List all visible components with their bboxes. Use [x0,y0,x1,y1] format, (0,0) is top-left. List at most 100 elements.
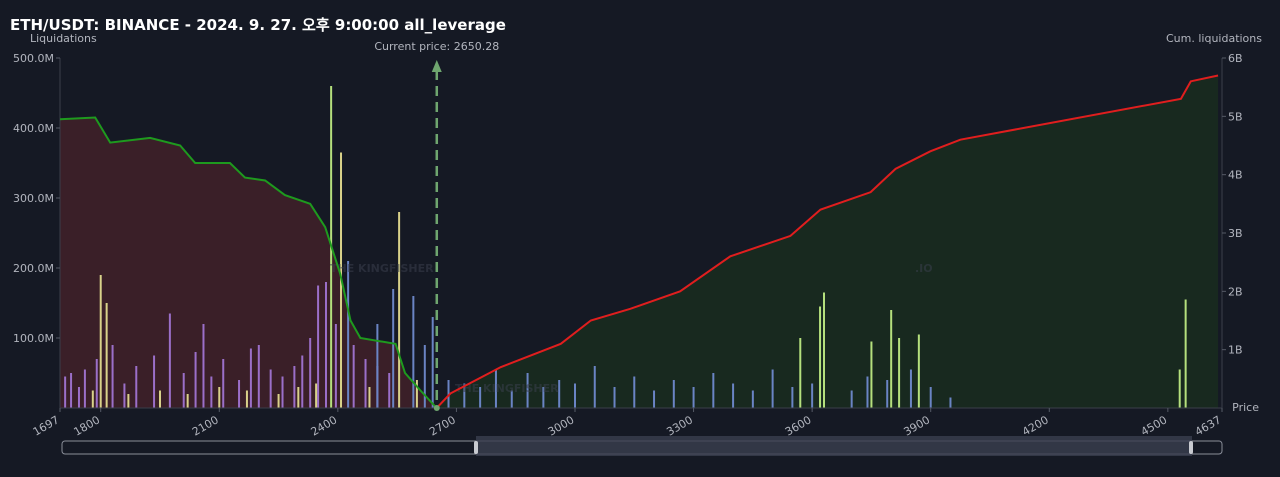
bar [633,376,636,408]
bar [186,394,189,408]
bar [83,369,86,408]
scrollbar[interactable] [61,436,1223,456]
y-tick-label: 200.0M [13,262,54,275]
bar [392,289,395,408]
y2-tick-label: 4B [1228,169,1243,182]
bar [949,397,952,408]
watermark: THE KINGFISHER [455,382,559,395]
bar [70,373,73,408]
x-tick-label: 2400 [309,413,340,438]
bar [352,345,355,408]
y2-tick-label: 5B [1228,110,1243,123]
bar [510,390,513,408]
bar [281,376,284,408]
bar [909,369,912,408]
y2-axis-label: Cum. liquidations [1166,32,1262,45]
bar [324,282,327,408]
current-price-arrow [431,60,442,72]
bar [866,376,869,408]
bar [890,310,893,408]
bar [653,390,656,408]
y-axis-label: Liquidations [30,32,97,45]
bar [111,345,114,408]
bar [870,341,873,408]
bar [850,390,853,408]
y2-tick-label: 6B [1228,52,1243,65]
bar [238,380,241,408]
y-tick-label: 100.0M [13,332,54,345]
bar [297,387,300,408]
bar [127,394,130,408]
x-axis-label: Price [1232,401,1259,414]
y2-tick-label: 3B [1228,227,1243,240]
bar [1178,369,1181,408]
x-tick-label: 3300 [664,413,695,438]
bar [751,390,754,408]
plot [60,75,1219,408]
scroll-handle[interactable] [1189,441,1193,454]
bar [334,324,337,408]
current-price-dot [433,405,440,411]
cumulative-area [436,75,1219,408]
y2-tick-label: 1B [1228,344,1243,357]
bar [168,313,171,408]
bar [182,373,185,408]
y-tick-label: 500.0M [13,52,54,65]
bar [672,380,675,408]
bar [415,380,418,408]
x-tick-label: 1800 [71,413,102,438]
x-tick-label: 4200 [1020,413,1051,438]
bar [593,366,596,408]
y-tick-label: 400.0M [13,122,54,135]
bar [791,387,794,408]
bar [412,296,415,408]
y2-tick-label: 2B [1228,285,1243,298]
scroll-window[interactable] [476,436,1192,456]
bar [463,383,466,408]
bar [431,317,434,408]
bar [99,275,102,408]
bar [542,387,545,408]
bar [249,348,252,408]
bar [613,387,616,408]
bar [317,285,320,408]
cumulative-line [59,116,438,409]
bar [269,369,272,408]
bar [301,355,304,408]
bar [315,383,318,408]
bar [811,383,814,408]
bar [526,373,529,408]
x-tick-label: 3900 [901,413,932,438]
bar [210,376,213,408]
bar [929,387,932,408]
bar [799,338,802,408]
scroll-handle[interactable] [474,441,478,454]
bar [64,376,67,408]
bar [202,324,205,408]
bar [494,369,497,408]
bar [77,387,80,408]
watermark: THE KINGFISHER [330,262,434,275]
bar [368,387,371,408]
bar [692,387,695,408]
bar [257,345,260,408]
bar [153,355,156,408]
x-tick-label: 4500 [1139,413,1170,438]
bar [447,380,450,408]
bar [158,390,161,408]
bar [423,345,426,408]
bar [95,359,98,408]
bar [376,324,379,408]
bar [245,390,248,408]
cumulative-line [435,74,1219,409]
x-tick-label: 2700 [427,413,458,438]
bar [293,366,296,408]
y-tick-label: 300.0M [13,192,54,205]
bar [732,383,735,408]
bar [364,359,367,408]
bar [388,373,391,408]
bar [105,303,108,408]
bar [917,334,920,408]
x-tick-label: 3000 [546,413,577,438]
